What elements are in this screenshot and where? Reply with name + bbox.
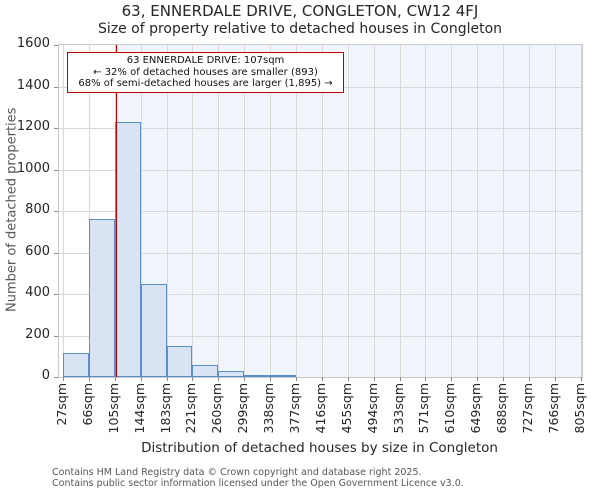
x-tick-label-805sqm: 805sqm [572,383,587,434]
y-tick-label-1400: 1400 [16,77,50,93]
x-tick-mark [477,377,479,381]
x-tick-mark [88,377,90,381]
y-tick-label-1600: 1600 [16,36,50,51]
x-tick-mark [63,377,64,381]
x-tick-mark [347,377,349,381]
y-tick-label-200: 200 [25,326,50,342]
histogram-bar-299sqm [244,374,271,377]
x-tick-mark [166,377,168,381]
annotation-larger-line: 68% of semi-detached houses are larger (… [78,78,333,89]
horizontal-gridline [59,294,582,295]
x-tick-mark [503,377,505,381]
histogram-bar-27sqm [63,353,89,377]
x-tick-label-416sqm: 416sqm [313,383,328,434]
x-tick-mark [140,377,142,381]
y-tick-mark [54,45,58,46]
y-tick-mark [54,335,58,337]
x-tick-mark [322,377,323,381]
y-tick-mark [54,252,58,254]
x-tick-mark [270,377,272,381]
y-tick-label-600: 600 [25,243,50,259]
y-tick-mark [54,377,58,378]
footer-line-1: Contains HM Land Registry data © Crown c… [52,467,422,478]
x-tick-label-105sqm: 105sqm [105,383,121,434]
x-tick-label-27sqm: 27sqm [54,383,69,426]
y-tick-label-1000: 1000 [16,160,50,176]
horizontal-gridline [59,169,582,171]
x-tick-label-533sqm: 533sqm [390,383,406,434]
plot-area: 63 ENNERDALE DRIVE: 107sqm ← 32% of deta… [54,44,583,381]
y-tick-label-0: 0 [41,368,50,383]
y-tick-mark [54,128,58,129]
x-tick-mark [555,377,557,381]
chart-title: 63, ENNERDALE DRIVE, CONGLETON, CW12 4FJ [121,2,479,20]
x-axis-tick-labels: 27sqm 66sqm 105sqm 144sqm 183sqm 221sqm 260sqm… [54,376,587,444]
annotation-smaller-line: ← 32% of detached houses are smaller (89… [93,66,318,78]
y-tick-mark [54,86,58,88]
histogram-bar-66sqm [88,219,115,377]
x-tick-label-455sqm: 455sqm [338,383,354,434]
horizontal-gridline [59,211,582,212]
x-tick-mark [296,377,298,381]
horizontal-gridline [59,252,582,254]
x-tick-label-66sqm: 66sqm [79,383,95,426]
x-tick-label-377sqm: 377sqm [287,383,303,434]
x-tick-mark [425,377,427,381]
annotation-property-line: 63 ENNERDALE DRIVE: 107sqm [126,55,285,66]
x-tick-mark [451,377,453,381]
x-tick-label-144sqm: 144sqm [131,383,147,434]
x-tick-label-260sqm: 260sqm [209,383,225,434]
x-tick-label-727sqm: 727sqm [520,383,536,434]
horizontal-gridline [59,335,582,337]
x-axis-label: Distribution of detached houses by size … [141,440,498,456]
license-footer: Contains HM Land Registry data © Crown c… [52,467,464,489]
x-tick-label-649sqm: 649sqm [468,383,484,434]
x-tick-mark [218,377,220,381]
x-tick-label-610sqm: 610sqm [442,383,458,434]
property-size-marker-line [115,45,117,377]
x-tick-label-221sqm: 221sqm [183,383,199,434]
x-tick-label-299sqm: 299sqm [235,383,251,434]
x-tick-label-766sqm: 766sqm [546,383,562,434]
histogram-bar-221sqm [192,364,219,377]
x-tick-mark [114,377,116,381]
histogram-bar-105sqm [114,121,141,377]
x-tick-mark [244,377,246,381]
y-tick-mark [54,294,58,295]
x-tick-label-688sqm: 688sqm [494,383,510,434]
y-tick-label-1200: 1200 [16,119,50,134]
y-tick-mark [54,211,58,212]
x-tick-label-183sqm: 183sqm [157,383,173,434]
x-tick-mark [192,377,194,381]
x-tick-mark [581,377,582,381]
chart-subtitle: Size of property relative to detached ho… [97,21,503,37]
y-tick-label-400: 400 [25,285,50,300]
histogram-bar-260sqm [218,370,245,377]
footer-line-2: Contains public sector information licen… [52,477,464,489]
x-tick-mark [529,377,531,381]
histogram-bar-338sqm [270,374,297,377]
x-tick-label-338sqm: 338sqm [261,383,277,434]
y-tick-label-800: 800 [25,202,50,217]
y-tick-mark [54,169,58,171]
y-axis-tick-labels: 0 200 400 600 800 1000 1200 1400 1600 [0,36,50,383]
horizontal-gridline [59,128,582,129]
x-tick-label-571sqm: 571sqm [416,383,432,434]
property-annotation-box: 63 ENNERDALE DRIVE: 107sqm ← 32% of deta… [67,52,344,93]
histogram-bar-183sqm [166,345,193,377]
x-tick-label-494sqm: 494sqm [364,383,380,434]
x-tick-mark [399,377,401,381]
x-tick-mark [373,377,375,381]
histogram-bar-144sqm [140,283,167,377]
